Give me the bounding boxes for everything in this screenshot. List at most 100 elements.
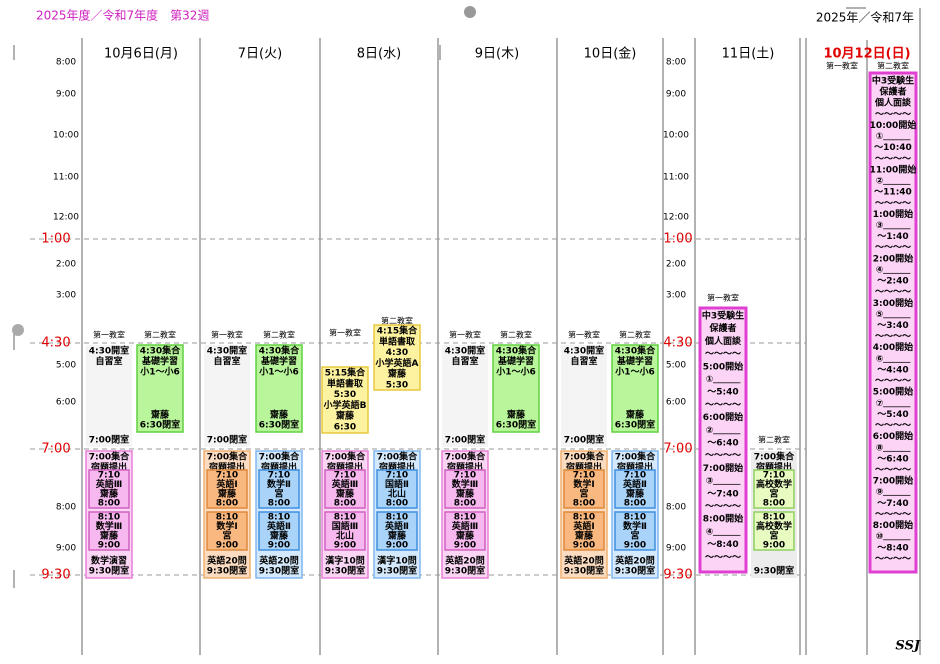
time-label: 7:00 bbox=[41, 442, 70, 457]
time-label: 9:00 bbox=[666, 544, 686, 554]
block-text: 9:30閉室 bbox=[564, 565, 604, 577]
room-label: 第二教室 bbox=[619, 330, 651, 340]
schedule-block bbox=[561, 345, 607, 447]
lesson-text: 高校数学 bbox=[756, 478, 792, 490]
lesson-box bbox=[324, 469, 366, 509]
block-text: ～～～～ bbox=[705, 350, 741, 360]
day-label: 10月12日(日) bbox=[823, 47, 910, 62]
lesson-box bbox=[563, 469, 605, 509]
time-label: 9:00 bbox=[666, 90, 686, 100]
time-label: 1:00 bbox=[663, 232, 692, 247]
lesson-text: 英語Ⅰ bbox=[572, 520, 594, 532]
block-text: ～～～～ bbox=[705, 400, 741, 410]
block-text: 6:30閉室 bbox=[140, 419, 180, 431]
schedule-block bbox=[321, 366, 369, 434]
block-text: 漢字10問 bbox=[325, 555, 365, 567]
block-text: ⑨＿＿＿ bbox=[876, 488, 912, 498]
block-text: ～7:40 bbox=[877, 499, 908, 509]
lesson-box bbox=[376, 469, 418, 509]
lesson-text: 8:00 bbox=[763, 499, 785, 509]
block-text: 基礎学習 bbox=[260, 355, 297, 367]
block-text: 4:30開室 bbox=[564, 345, 604, 357]
lesson-text: 英語Ⅲ bbox=[95, 478, 123, 490]
lesson-text: 齋藤 bbox=[269, 529, 289, 541]
lesson-box bbox=[444, 511, 486, 551]
block-text: 小1～小6 bbox=[614, 366, 655, 378]
block-text: 単語書取 bbox=[327, 377, 364, 389]
block-text: 齋藤 bbox=[506, 409, 526, 421]
block-text: 自習室 bbox=[213, 355, 240, 367]
day-label: 11日(土) bbox=[722, 47, 775, 62]
lesson-text: 8:10 bbox=[216, 513, 238, 523]
lesson-text: 数学Ⅲ bbox=[452, 478, 479, 490]
room-label: 第一教室 bbox=[826, 61, 858, 71]
block-text: 7:00集合 bbox=[615, 451, 656, 463]
lesson-text: 9:00 bbox=[573, 541, 595, 551]
lesson-text: 英語Ⅱ bbox=[384, 520, 409, 532]
block-text: 7:00集合 bbox=[377, 451, 418, 463]
schedule-block bbox=[204, 345, 250, 447]
time-label: 12:00 bbox=[663, 213, 689, 223]
block-text: 基礎学習 bbox=[616, 355, 653, 367]
block-text: 齋藤 bbox=[269, 409, 289, 421]
room-label: 第一教室 bbox=[449, 330, 481, 340]
schedule-block bbox=[698, 306, 748, 574]
lesson-text: 9:00 bbox=[454, 541, 476, 551]
lesson-text: 9:00 bbox=[624, 541, 646, 551]
lesson-text: 数学Ⅰ bbox=[573, 478, 594, 490]
lesson-text: 数学Ⅰ bbox=[216, 520, 237, 532]
time-label: 2:00 bbox=[666, 260, 686, 270]
schedule-block bbox=[86, 345, 132, 447]
lesson-text: 英語Ⅲ bbox=[451, 520, 479, 532]
lesson-text: 国語Ⅲ bbox=[332, 520, 359, 532]
block-text: 個人面談 bbox=[704, 335, 742, 347]
time-label: 8:00 bbox=[666, 503, 686, 513]
block-text: 中3受験生 bbox=[872, 75, 914, 87]
lesson-text: 7:10 bbox=[386, 471, 408, 481]
block-text: ～11:40 bbox=[874, 188, 912, 198]
day-label: 10日(金) bbox=[584, 46, 637, 62]
room-label: 第一教室 bbox=[93, 330, 125, 340]
block-text: 小1～小6 bbox=[258, 366, 299, 378]
lesson-text: 9:00 bbox=[216, 541, 238, 551]
block-text: 4:30集合 bbox=[496, 345, 537, 357]
block-text: 4:30開室 bbox=[89, 345, 129, 357]
block-text: 9:30閉室 bbox=[377, 565, 417, 577]
lesson-text: 英語Ⅲ bbox=[331, 478, 359, 490]
schedule-block bbox=[136, 344, 184, 433]
lesson-text: 8:10 bbox=[268, 513, 290, 523]
lesson-text: 齋藤 bbox=[625, 487, 645, 499]
block-text: 3:00開始 bbox=[873, 297, 913, 309]
lesson-text: 8:00 bbox=[98, 499, 120, 509]
lesson-text: 宮 bbox=[579, 487, 588, 499]
lesson-text: 齋藤 bbox=[387, 529, 407, 541]
time-label: 9:00 bbox=[56, 90, 76, 100]
block-text: 中3受験生 bbox=[702, 310, 744, 322]
lesson-text: 7:10 bbox=[216, 471, 238, 481]
block-text: ⑤＿＿＿ bbox=[876, 310, 912, 320]
hole bbox=[12, 324, 24, 336]
block-text: 単語書取 bbox=[379, 335, 416, 347]
time-label: 10:00 bbox=[53, 131, 79, 141]
room-label: 第二教室 bbox=[381, 316, 413, 326]
block-text: 英語20問 bbox=[563, 555, 604, 567]
time-label: 12:00 bbox=[53, 213, 79, 223]
time-label: 6:00 bbox=[56, 398, 76, 408]
lesson-text: 数学Ⅱ bbox=[267, 478, 291, 490]
time-label: 8:00 bbox=[56, 58, 76, 68]
block-text: 5:30 bbox=[386, 381, 408, 391]
time-label: 1:00 bbox=[41, 232, 70, 247]
lesson-text: 8:10 bbox=[624, 513, 646, 523]
block-text: ③＿＿＿ bbox=[706, 477, 742, 487]
room-label: 第二教室 bbox=[144, 330, 176, 340]
lesson-box bbox=[206, 469, 248, 509]
lesson-text: 8:10 bbox=[334, 513, 356, 523]
block-text: 基礎学習 bbox=[497, 355, 534, 367]
time-label: 9:30 bbox=[663, 568, 692, 583]
time-label: 4:30 bbox=[41, 336, 70, 351]
block-text: 9:30閉室 bbox=[445, 565, 485, 577]
block-text: 5:00開始 bbox=[703, 360, 743, 372]
lesson-box bbox=[88, 511, 130, 551]
lesson-text: 宮 bbox=[274, 487, 283, 499]
schedule-block bbox=[442, 345, 488, 447]
